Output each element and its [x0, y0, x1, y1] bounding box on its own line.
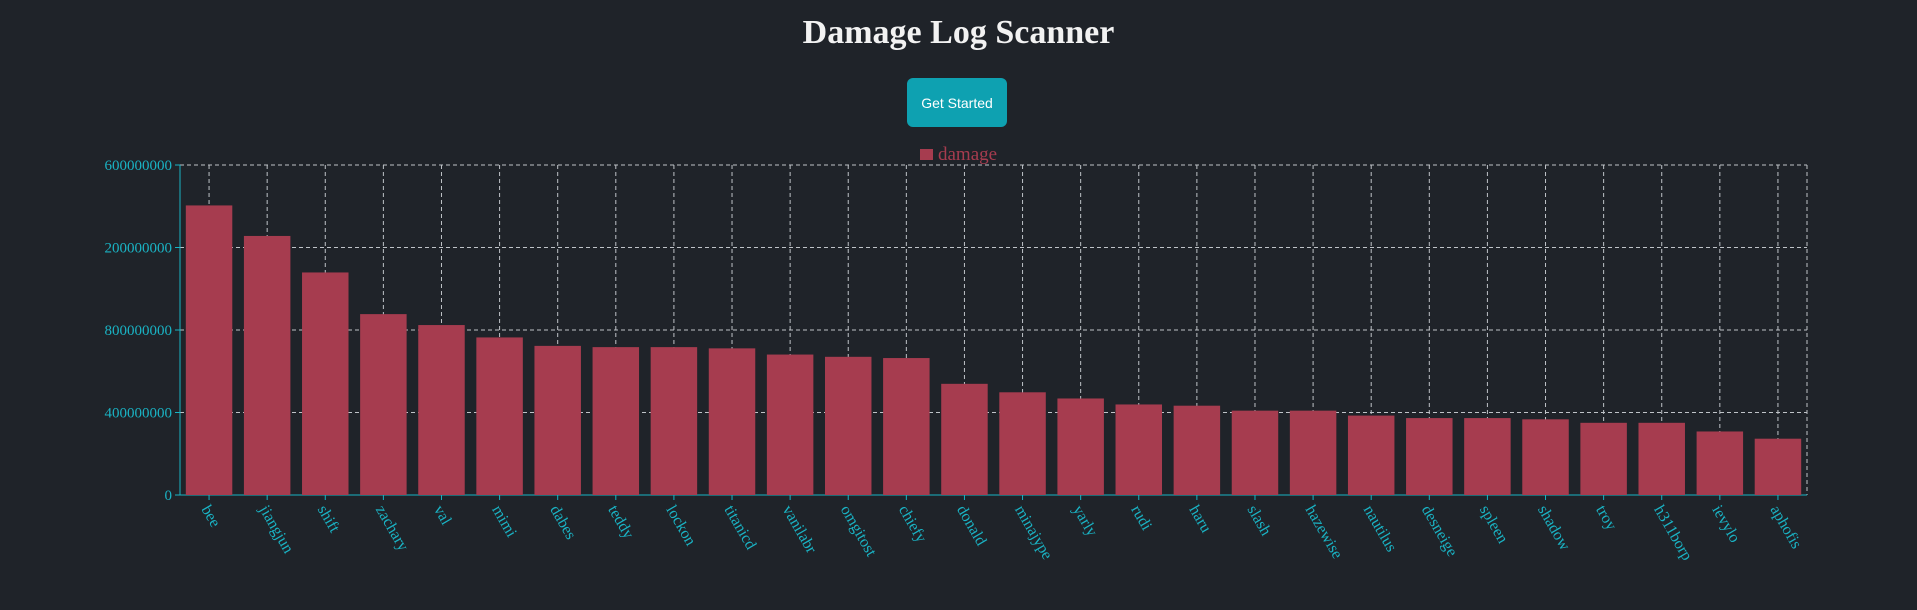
x-tick-label: omgitost	[837, 503, 880, 560]
bar	[1638, 422, 1685, 495]
bar	[418, 325, 465, 495]
bar	[1406, 418, 1453, 495]
bar	[1115, 404, 1163, 495]
bar	[999, 392, 1046, 495]
page-title: Damage Log Scanner	[802, 14, 1115, 51]
legend-swatch	[920, 149, 933, 160]
bar	[766, 354, 814, 495]
x-tick-label: aphofis	[1766, 503, 1804, 552]
x-tick-label: lockon	[662, 503, 698, 549]
x-tick-label: desneige	[1418, 503, 1461, 560]
x-tick-label: zachary	[372, 503, 412, 555]
bar	[534, 345, 581, 495]
legend-label: damage	[938, 144, 997, 165]
bar	[708, 348, 756, 495]
bar	[1347, 415, 1395, 495]
bar	[302, 272, 349, 495]
bar	[243, 235, 291, 495]
x-tick-label: hazewise	[1302, 503, 1346, 562]
get-started-button[interactable]: Get Started	[907, 78, 1007, 127]
x-tick-label: spleen	[1476, 503, 1511, 547]
x-tick-label: titanicd	[721, 503, 760, 553]
bar	[360, 314, 407, 495]
x-tick-label: rudi	[1127, 503, 1155, 534]
x-tick-label: troy	[1592, 503, 1620, 534]
bar	[1289, 410, 1337, 495]
bar	[1173, 405, 1221, 495]
bar	[941, 383, 988, 495]
x-tick-label: bee	[198, 503, 224, 531]
bar	[1464, 418, 1511, 495]
x-tick-label: haru	[1185, 503, 1214, 536]
bar	[592, 347, 640, 495]
bar	[824, 356, 872, 495]
bar	[650, 347, 698, 495]
x-tick-label: slash	[1244, 503, 1275, 539]
bar	[1057, 398, 1104, 495]
x-tick-label: ievylo	[1708, 503, 1743, 546]
x-tick-label: shadow	[1534, 503, 1573, 554]
x-tick-label: dabes	[546, 503, 579, 543]
bar	[883, 358, 930, 495]
x-tick-label: nautilus	[1360, 503, 1400, 555]
x-tick-label: minajype	[1011, 503, 1055, 563]
bar	[1754, 438, 1802, 495]
x-tick-label: teddy	[604, 503, 636, 542]
y-tick-label: 200000000	[105, 241, 173, 257]
x-tick-label: shift	[314, 503, 343, 537]
y-tick-label: 0	[165, 488, 173, 504]
x-tick-label: donald	[953, 503, 989, 549]
x-tick-label: jiangjun	[255, 502, 296, 557]
x-tick-label: h311borp	[1650, 503, 1695, 564]
x-tick-label: val	[430, 503, 455, 529]
x-tick-label: vanilabr	[779, 503, 820, 557]
y-tick-label: 800000000	[105, 323, 173, 339]
bar	[1231, 410, 1279, 495]
x-tick-label: mimi	[488, 503, 520, 541]
bar	[1696, 431, 1744, 495]
y-tick-label: 400000000	[105, 406, 173, 422]
x-tick-label: chiefy	[895, 503, 930, 546]
bar	[185, 205, 233, 496]
x-tick-label: yarly	[1069, 503, 1100, 540]
bar	[476, 337, 523, 495]
bar	[1522, 419, 1569, 495]
y-tick-label: 600000000	[105, 158, 173, 174]
bar	[1580, 422, 1627, 495]
